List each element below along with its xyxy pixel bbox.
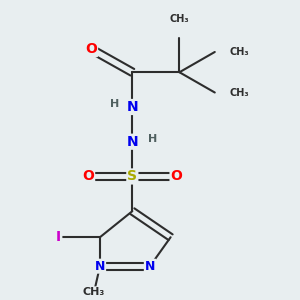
Text: O: O — [85, 42, 97, 56]
Text: CH₃: CH₃ — [169, 14, 189, 25]
Text: CH₃: CH₃ — [230, 47, 249, 57]
Text: CH₃: CH₃ — [83, 287, 105, 297]
Text: H: H — [110, 99, 119, 109]
Text: O: O — [171, 169, 182, 183]
Text: N: N — [95, 260, 105, 273]
Text: S: S — [127, 169, 137, 183]
Text: O: O — [82, 169, 94, 183]
Text: CH₃: CH₃ — [230, 88, 249, 98]
Text: N: N — [127, 135, 138, 149]
Text: I: I — [56, 230, 61, 244]
Text: N: N — [127, 100, 138, 114]
Text: N: N — [145, 260, 155, 273]
Text: H: H — [148, 134, 158, 144]
